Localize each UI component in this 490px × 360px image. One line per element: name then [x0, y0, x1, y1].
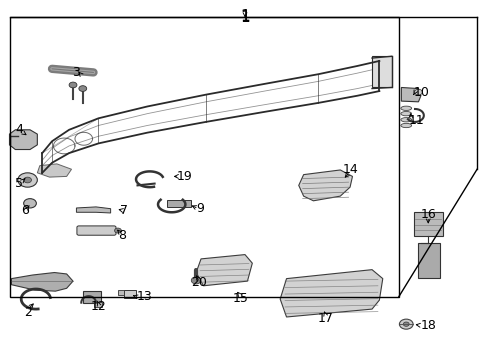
Text: 15: 15 — [232, 292, 248, 305]
Text: 16: 16 — [420, 208, 436, 221]
Text: 2: 2 — [24, 306, 31, 319]
Polygon shape — [11, 273, 73, 291]
Polygon shape — [76, 207, 111, 213]
Circle shape — [18, 173, 37, 187]
Ellipse shape — [401, 118, 412, 122]
Text: 12: 12 — [91, 300, 106, 313]
Circle shape — [399, 319, 413, 329]
Text: 20: 20 — [191, 276, 206, 289]
Text: 18: 18 — [421, 319, 437, 332]
Bar — [94, 302, 102, 307]
Text: 10: 10 — [414, 86, 429, 99]
Circle shape — [191, 277, 201, 284]
Polygon shape — [299, 170, 352, 201]
Ellipse shape — [401, 123, 412, 128]
Circle shape — [69, 82, 77, 88]
Text: 11: 11 — [409, 114, 424, 127]
Text: 19: 19 — [176, 170, 193, 183]
Text: 3: 3 — [73, 66, 80, 79]
Bar — [10, 17, 399, 297]
Bar — [372, 56, 392, 87]
Text: 4: 4 — [15, 123, 23, 136]
Text: 7: 7 — [121, 204, 128, 217]
Text: 6: 6 — [21, 204, 29, 217]
Bar — [83, 291, 101, 303]
Text: 1: 1 — [240, 10, 250, 24]
Circle shape — [24, 177, 31, 183]
Polygon shape — [280, 270, 383, 317]
Polygon shape — [401, 87, 421, 102]
Text: 9: 9 — [196, 202, 204, 215]
Circle shape — [79, 86, 87, 91]
Ellipse shape — [401, 112, 412, 116]
Polygon shape — [37, 164, 72, 177]
Text: 14: 14 — [342, 163, 358, 176]
Text: 5: 5 — [15, 177, 23, 190]
Circle shape — [115, 228, 122, 233]
Ellipse shape — [401, 106, 412, 111]
Bar — [124, 291, 136, 298]
Polygon shape — [196, 255, 252, 286]
Text: 1: 1 — [240, 9, 250, 24]
Bar — [167, 201, 191, 207]
Circle shape — [415, 89, 422, 95]
Bar — [418, 243, 441, 278]
FancyBboxPatch shape — [77, 226, 116, 235]
Bar — [118, 291, 124, 295]
Text: 8: 8 — [118, 229, 126, 242]
Bar — [414, 212, 443, 235]
Text: 17: 17 — [318, 311, 334, 325]
Polygon shape — [9, 130, 37, 149]
Circle shape — [403, 322, 409, 326]
Circle shape — [24, 199, 36, 208]
Text: 13: 13 — [137, 290, 152, 303]
